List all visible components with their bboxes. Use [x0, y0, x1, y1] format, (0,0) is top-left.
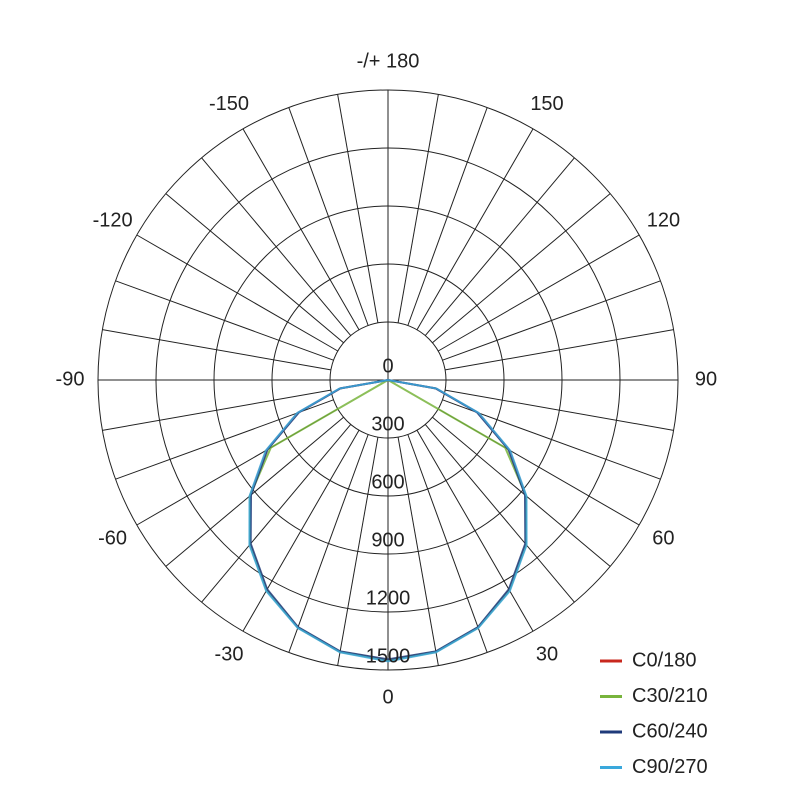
angle-tick-label: 120 — [647, 209, 680, 231]
grid-spoke — [337, 94, 379, 323]
legend-label: C60/240 — [632, 720, 708, 742]
angle-tick-label: 150 — [530, 93, 563, 115]
grid-spoke — [445, 389, 674, 431]
grid-spoke — [165, 416, 344, 567]
grid-spoke — [416, 128, 534, 331]
grid-spoke — [288, 434, 369, 653]
grid-spoke — [407, 107, 488, 326]
angle-tick-label: 60 — [652, 527, 674, 549]
grid-spoke — [397, 437, 439, 666]
grid-spoke — [432, 193, 611, 344]
grid-spoke — [115, 280, 334, 361]
angle-tick-label: -150 — [209, 93, 249, 115]
r-tick-label: 900 — [371, 529, 404, 551]
angle-tick-label: 30 — [536, 644, 558, 666]
angle-tick-label: -/+ 180 — [357, 50, 420, 72]
grid-spoke — [136, 234, 339, 352]
grid-spoke — [416, 429, 534, 632]
legend-label: C90/270 — [632, 756, 708, 778]
grid-spoke — [201, 157, 352, 336]
grid-spoke — [288, 107, 369, 326]
angle-tick-label: -60 — [98, 527, 127, 549]
grid-spoke — [432, 416, 611, 567]
angle-tick-label: 0 — [382, 686, 393, 708]
grid-spoke — [397, 94, 439, 323]
r-tick-label: 0 — [382, 355, 393, 377]
grid-spoke — [437, 234, 640, 352]
grid-spoke — [337, 437, 379, 666]
r-tick-label: 1200 — [366, 587, 411, 609]
r-tick-label: 1500 — [366, 645, 411, 667]
r-tick-label: 600 — [371, 471, 404, 493]
grid-spoke — [242, 128, 360, 331]
grid-spoke — [102, 329, 331, 371]
grid-spoke — [442, 280, 661, 361]
legend-label: C0/180 — [632, 649, 697, 671]
grid-spoke — [445, 329, 674, 371]
angle-tick-label: 90 — [695, 368, 717, 390]
grid-spoke — [242, 429, 360, 632]
grid-spoke — [201, 424, 352, 603]
r-tick-label: 300 — [371, 413, 404, 435]
grid-spoke — [407, 434, 488, 653]
angle-tick-label: -90 — [56, 368, 85, 390]
grid-spoke — [424, 157, 575, 336]
legend-label: C30/210 — [632, 685, 708, 707]
series-line — [248, 379, 528, 663]
angle-tick-label: -30 — [215, 644, 244, 666]
grid-spoke — [102, 389, 331, 431]
angle-tick-label: -120 — [93, 209, 133, 231]
grid-spoke — [165, 193, 344, 344]
grid-spoke — [424, 424, 575, 603]
